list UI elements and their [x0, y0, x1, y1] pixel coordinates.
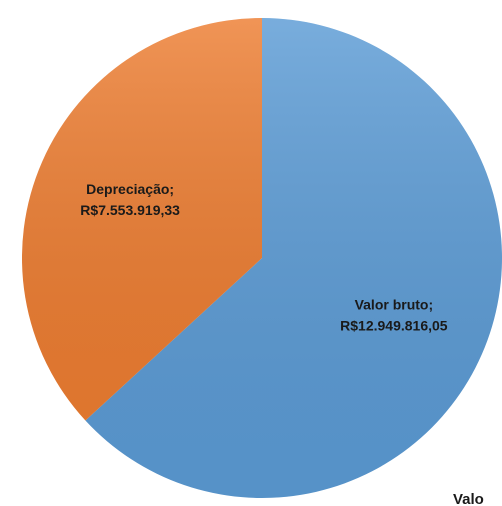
slice-shade [22, 18, 263, 421]
slice-label: Depreciação; [86, 181, 174, 197]
value-label: R$7.553.919,33 [80, 202, 180, 218]
annotation: Valo [453, 491, 484, 506]
slice-label: Valor bruto; [355, 297, 434, 313]
pie [22, 18, 502, 498]
labels: Valor bruto; R$12.949.816,05 Depreciação; R… [80, 181, 447, 334]
value-label: R$12.949.816,05 [340, 318, 448, 334]
slice-shade [85, 18, 502, 498]
